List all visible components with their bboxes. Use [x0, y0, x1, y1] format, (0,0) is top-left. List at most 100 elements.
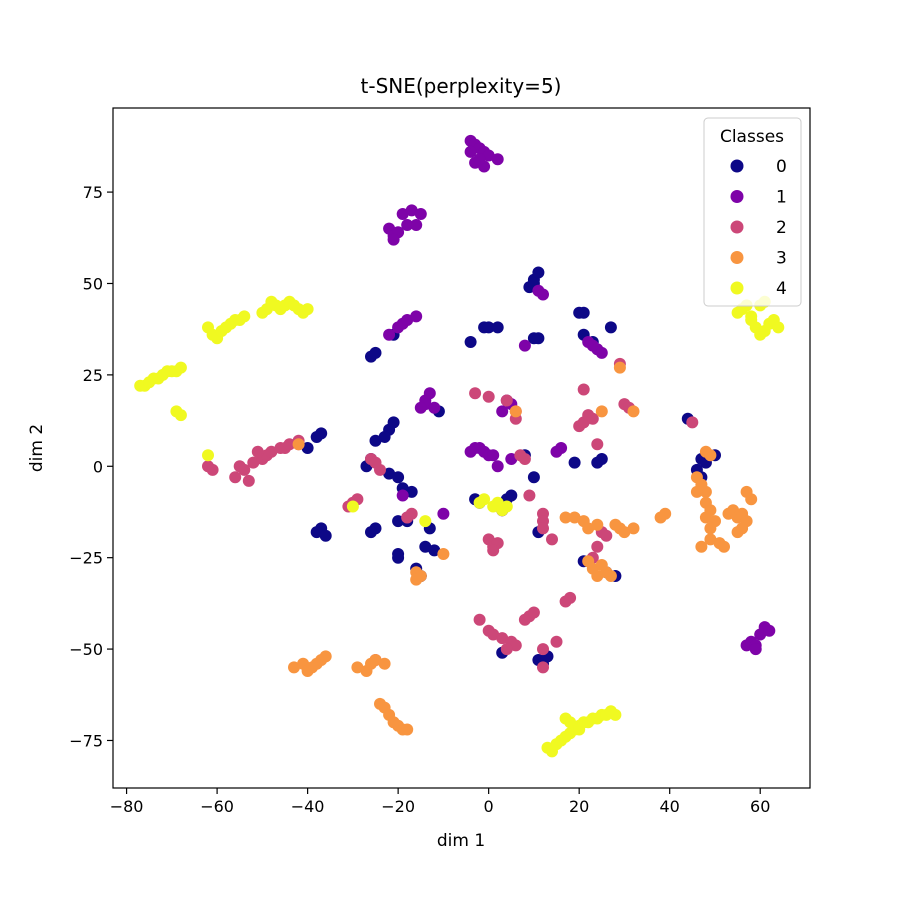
point-class-3: [437, 548, 450, 560]
point-class-1: [401, 219, 414, 231]
point-class-4: [745, 314, 758, 326]
x-tick-label: −60: [200, 797, 234, 816]
plot-frame: [112, 107, 811, 789]
x-tick-label: −40: [291, 797, 325, 816]
point-class-4: [238, 310, 251, 323]
point-class-0: [319, 529, 332, 542]
point-class-2: [537, 522, 549, 535]
point-class-2: [265, 445, 278, 458]
legend: Classes 0 1 2 3 4: [703, 117, 802, 307]
point-class-3: [568, 511, 581, 524]
x-tick-label: 0: [484, 797, 494, 816]
point-class-3: [595, 559, 608, 571]
point-class-0: [505, 489, 518, 502]
x-tick-label: −80: [110, 797, 144, 816]
point-class-0: [392, 471, 405, 484]
legend-items: 0 1 2 3 4: [730, 157, 787, 299]
point-class-3: [659, 507, 672, 520]
point-class-4: [301, 303, 314, 316]
point-class-2: [577, 383, 590, 396]
point-class-4: [346, 500, 359, 513]
point-class-0: [595, 453, 608, 465]
point-class-1: [383, 328, 396, 341]
point-class-3: [591, 518, 604, 531]
point-class-3: [699, 445, 712, 458]
point-class-3: [509, 405, 522, 418]
point-class-0: [527, 332, 540, 345]
point-class-0: [369, 434, 382, 447]
point-class-4: [174, 409, 187, 422]
point-class-2: [509, 639, 522, 652]
point-class-3: [627, 405, 640, 418]
point-class-1: [396, 489, 409, 502]
legend-box: [703, 117, 802, 307]
point-class-0: [532, 266, 545, 279]
point-class-3: [627, 522, 640, 535]
y-tick-label: −75: [69, 731, 103, 750]
point-class-0: [419, 540, 432, 553]
y-axis-ticks: −75 −50 −25 0 25 50 75: [69, 183, 113, 750]
point-class-2: [247, 456, 260, 469]
point-class-0: [604, 321, 617, 334]
point-class-2: [251, 445, 264, 458]
point-class-2: [242, 474, 255, 487]
point-class-2: [546, 533, 558, 546]
point-class-4: [564, 716, 577, 729]
point-class-2: [283, 438, 296, 451]
point-class-3: [559, 511, 572, 524]
y-axis-label: dim 2: [27, 424, 47, 472]
point-class-0: [369, 346, 382, 359]
legend-title: Classes: [720, 127, 784, 147]
x-tick-label: 60: [750, 797, 770, 816]
point-class-3: [718, 540, 730, 553]
legend-label-class-3: 3: [776, 249, 787, 269]
point-class-3: [618, 526, 631, 539]
point-class-2: [591, 438, 604, 451]
point-class-3: [369, 654, 382, 666]
chart-title: t-SNE(perplexity=5): [361, 74, 562, 98]
x-axis-ticks: −80 −60 −40 −20 0 20 40 60: [110, 788, 770, 816]
point-class-2: [686, 416, 699, 429]
point-class-1: [437, 507, 450, 520]
x-tick-label: −20: [381, 797, 415, 816]
point-class-2: [600, 529, 613, 542]
point-class-0: [387, 416, 400, 429]
x-axis-label: dim 1: [437, 831, 485, 851]
point-class-4: [772, 321, 785, 334]
point-class-2: [537, 661, 549, 674]
point-class-0: [392, 551, 405, 564]
point-class-3: [699, 485, 712, 498]
point-class-1: [423, 387, 436, 400]
point-class-2: [527, 606, 540, 619]
point-class-0: [577, 306, 590, 319]
point-class-1: [392, 321, 405, 334]
point-class-2: [482, 390, 495, 403]
point-class-0: [464, 336, 477, 348]
point-class-2: [523, 489, 536, 502]
x-tick-label: 20: [569, 797, 589, 816]
point-class-4: [609, 708, 622, 721]
point-class-1: [410, 219, 423, 231]
legend-marker-class-1: [730, 190, 744, 203]
y-tick-label: 25: [83, 366, 103, 385]
point-class-1: [414, 208, 427, 220]
point-class-0: [301, 442, 314, 454]
point-class-3: [695, 540, 708, 553]
point-class-2: [469, 387, 482, 400]
point-class-2: [537, 643, 549, 656]
point-class-0: [365, 526, 377, 539]
y-tick-label: 50: [83, 274, 103, 293]
point-class-0: [405, 485, 418, 498]
point-class-2: [514, 449, 527, 462]
y-tick-label: −25: [69, 549, 103, 568]
point-class-2: [238, 463, 251, 476]
point-class-3: [613, 361, 626, 374]
point-class-2: [586, 412, 599, 425]
point-class-3: [401, 723, 414, 736]
point-class-0: [482, 321, 495, 334]
point-class-0: [392, 515, 405, 528]
point-class-3: [595, 405, 608, 418]
point-class-2: [564, 591, 577, 604]
point-class-3: [410, 573, 423, 586]
